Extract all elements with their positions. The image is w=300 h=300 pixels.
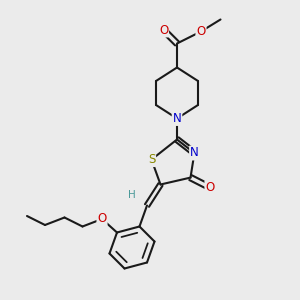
- Text: S: S: [148, 153, 155, 166]
- Text: O: O: [196, 25, 206, 38]
- Text: N: N: [172, 112, 182, 125]
- Text: O: O: [159, 23, 168, 37]
- Text: N: N: [190, 146, 199, 160]
- Text: O: O: [206, 181, 214, 194]
- Text: O: O: [98, 212, 106, 226]
- Text: H: H: [128, 190, 136, 200]
